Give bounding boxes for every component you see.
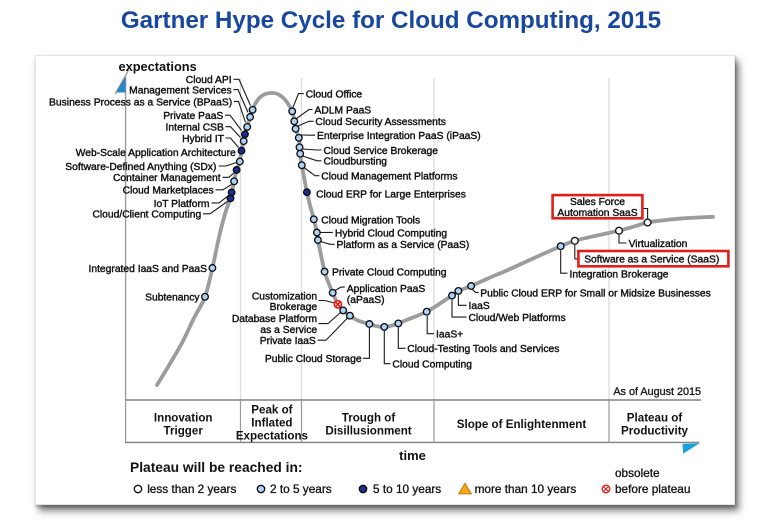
svg-text:Web-Scale Application Architec: Web-Scale Application Architecture [76, 148, 236, 159]
svg-text:(aPaaS): (aPaaS) [347, 295, 385, 306]
svg-text:Expectations: Expectations [236, 430, 308, 443]
svg-text:Internal CSB: Internal CSB [166, 123, 225, 134]
svg-text:Plateau will be reached in:: Plateau will be reached in: [130, 460, 303, 475]
svg-text:5 to 10 years: 5 to 10 years [373, 482, 441, 496]
svg-text:Container Management: Container Management [113, 173, 221, 184]
svg-text:Productivity: Productivity [621, 424, 689, 437]
svg-text:IaaS+: IaaS+ [436, 330, 463, 341]
svg-text:Business Process as a Service: Business Process as a Service (BPaaS) [49, 97, 232, 108]
svg-text:Slope of Enlightenment: Slope of Enlightenment [457, 418, 587, 431]
svg-text:Platform as a Service (PaaS): Platform as a Service (PaaS) [337, 240, 470, 251]
svg-text:Integrated IaaS and PaaS: Integrated IaaS and PaaS [88, 264, 207, 275]
svg-text:IaaS: IaaS [469, 301, 490, 312]
svg-text:less than 2 years: less than 2 years [147, 482, 236, 496]
svg-text:Inflated: Inflated [251, 417, 292, 430]
svg-text:Hybrid IT: Hybrid IT [182, 134, 224, 145]
svg-text:Customization: Customization [252, 291, 318, 302]
svg-text:Peak of: Peak of [251, 404, 292, 417]
svg-text:Cloudbursting: Cloudbursting [324, 157, 388, 168]
svg-text:expectations: expectations [119, 59, 197, 74]
svg-text:Enterprise Integration PaaS (i: Enterprise Integration PaaS (iPaaS) [317, 131, 481, 142]
svg-text:more than 10 years: more than 10 years [475, 482, 577, 496]
svg-text:Software as a Service (SaaS): Software as a Service (SaaS) [584, 254, 719, 265]
svg-text:Cloud Security Assessments: Cloud Security Assessments [315, 117, 445, 128]
svg-text:Cloud API: Cloud API [186, 75, 232, 86]
svg-text:before plateau: before plateau [615, 482, 690, 496]
svg-text:Plateau of: Plateau of [627, 411, 683, 424]
svg-text:Trough of: Trough of [342, 411, 396, 424]
svg-text:Cloud/Web Platforms: Cloud/Web Platforms [469, 313, 566, 324]
svg-text:Cloud Marketplaces: Cloud Marketplaces [123, 186, 214, 197]
svg-text:Subtenancy: Subtenancy [145, 293, 200, 304]
svg-text:Private IaaS: Private IaaS [260, 336, 316, 347]
svg-text:Private PaaS: Private PaaS [163, 111, 223, 122]
svg-text:Cloud Office: Cloud Office [306, 90, 363, 101]
svg-text:Private Cloud Computing: Private Cloud Computing [332, 268, 447, 279]
svg-text:Cloud Management Platforms: Cloud Management Platforms [321, 172, 457, 183]
svg-text:Application PaaS: Application PaaS [347, 284, 426, 295]
svg-text:Cloud-Testing Tools and Servic: Cloud-Testing Tools and Services [407, 344, 559, 355]
svg-text:Hybrid Cloud Computing: Hybrid Cloud Computing [335, 228, 447, 239]
svg-text:Cloud/Client Computing: Cloud/Client Computing [92, 210, 201, 221]
svg-text:Cloud ERP for Large Enterprise: Cloud ERP for Large Enterprises [316, 189, 466, 200]
svg-text:As of August 2015: As of August 2015 [613, 386, 701, 398]
svg-text:Cloud Computing: Cloud Computing [392, 360, 472, 371]
svg-text:Database Platform: Database Platform [232, 314, 317, 325]
svg-text:Disillusionment: Disillusionment [325, 424, 411, 437]
svg-text:as a Service: as a Service [260, 325, 317, 336]
svg-text:time: time [399, 448, 426, 463]
svg-text:Sales Force: Sales Force [570, 197, 625, 208]
svg-text:2 to 5 years: 2 to 5 years [270, 482, 332, 496]
svg-text:Automation SaaS: Automation SaaS [557, 208, 637, 219]
svg-text:Cloud Migration Tools: Cloud Migration Tools [321, 215, 420, 226]
svg-text:Public Cloud Storage: Public Cloud Storage [265, 354, 362, 365]
svg-text:Software-Defined Anything (SDx: Software-Defined Anything (SDx) [65, 162, 216, 173]
svg-text:Cloud Service Brokerage: Cloud Service Brokerage [324, 146, 439, 157]
svg-text:Public Cloud ERP for Small or: Public Cloud ERP for Small or Midsize Bu… [480, 288, 710, 299]
svg-text:Brokerage: Brokerage [270, 302, 318, 313]
svg-text:IoT Platform: IoT Platform [154, 199, 210, 210]
svg-text:ADLM PaaS: ADLM PaaS [315, 105, 372, 116]
svg-text:Virtualization: Virtualization [629, 239, 688, 250]
svg-text:Management Services: Management Services [129, 86, 231, 97]
svg-text:obsolete: obsolete [615, 466, 660, 480]
svg-text:Innovation: Innovation [154, 411, 213, 424]
svg-text:Integration Brokerage: Integration Brokerage [570, 270, 669, 281]
svg-text:Trigger: Trigger [164, 424, 204, 437]
